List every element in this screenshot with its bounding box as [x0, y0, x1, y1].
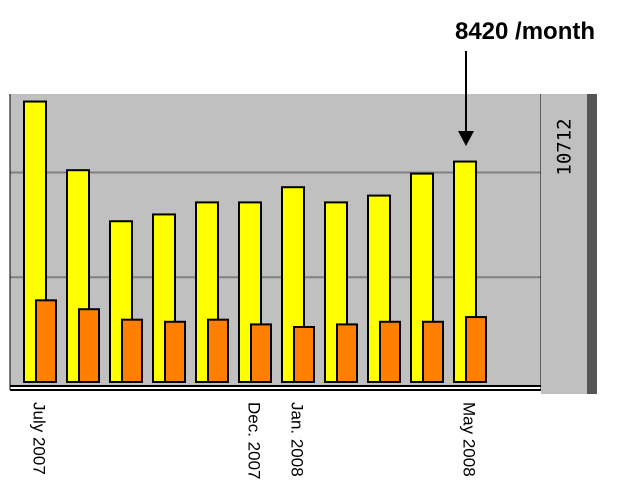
bar-secondary: [164, 320, 186, 384]
annotation-arrowhead: [458, 131, 474, 146]
bar-secondary: [293, 326, 315, 384]
bars: [23, 100, 487, 384]
bar-secondary: [78, 308, 100, 383]
annotation-text: 8420 /month: [455, 18, 595, 45]
bar-secondary: [336, 323, 358, 383]
bar-secondary: [121, 318, 143, 384]
bar-secondary: [465, 316, 487, 383]
gridlines: [10, 171, 541, 279]
bar-secondary: [250, 323, 272, 383]
x-tick-label: Dec. 2007: [245, 402, 264, 480]
bar-secondary: [379, 320, 401, 384]
side-panel-shadow: [587, 94, 597, 394]
x-tick-label: Jan. 2008: [288, 402, 307, 477]
bar-secondary: [207, 318, 229, 384]
x-tick-label: July 2007: [30, 402, 49, 475]
bar-secondary: [422, 320, 444, 384]
max-value-label: 10712: [554, 118, 576, 175]
x-tick-labels: July 2007 Dec. 2007 Jan. 2008 May 2008: [30, 402, 479, 480]
x-tick-label: May 2008: [460, 402, 479, 477]
bar-secondary: [35, 299, 57, 383]
